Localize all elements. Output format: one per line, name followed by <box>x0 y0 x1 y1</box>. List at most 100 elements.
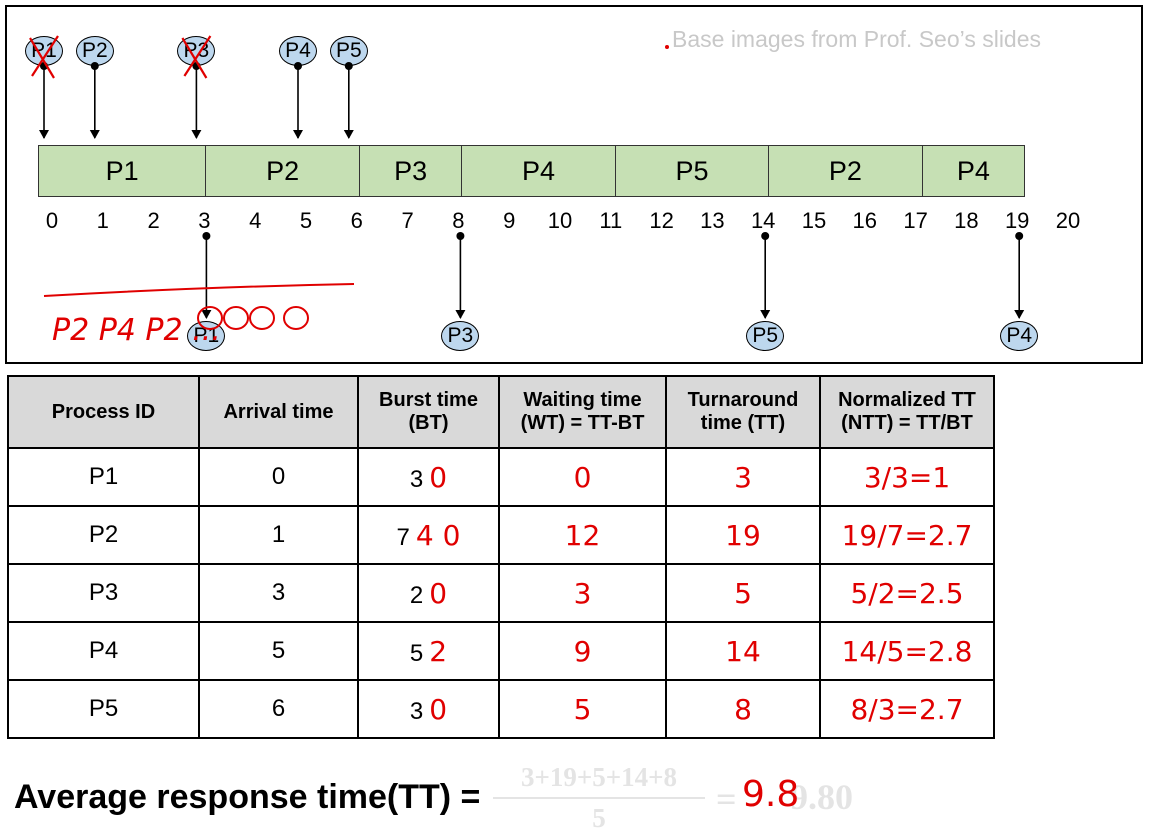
cell-turnaround-value: 14 <box>725 634 761 668</box>
time-tick: 4 <box>249 208 262 233</box>
gantt-segment-p2: P2 <box>768 145 922 197</box>
burst-value: 7 <box>396 523 410 551</box>
cell-turnaround-value: 19 <box>725 518 761 552</box>
time-tick: 6 <box>350 208 363 233</box>
time-tick: 17 <box>903 208 928 233</box>
fraction-denominator: 5 <box>592 803 606 833</box>
cell-arrival: 0 <box>198 447 359 507</box>
departure-marker-p4: P4 <box>1000 321 1039 351</box>
arrow-head <box>39 130 49 139</box>
burst-remaining-note: 0 <box>429 576 448 610</box>
gantt-segment-p3: P3 <box>358 145 462 197</box>
cell-normalized-value: 3/3=1 <box>863 460 951 494</box>
scribble-loop <box>197 306 223 330</box>
time-tick: 0 <box>45 208 59 233</box>
time-tick: 14 <box>750 208 776 233</box>
average-fraction: 3+19+5+14+8 5 <box>493 762 705 834</box>
gantt-frame <box>5 5 1143 364</box>
cell-process-id: P4 <box>7 621 200 681</box>
cross-mark <box>29 37 55 79</box>
arrow-head <box>293 130 303 139</box>
time-tick: 10 <box>547 208 573 233</box>
queue-underline <box>43 283 355 297</box>
cell-process-id-value: P1 <box>88 463 119 490</box>
cell-waiting-value: 3 <box>573 576 592 610</box>
gantt-segment-p5: P5 <box>614 145 769 197</box>
table-row: P3 3 2 0 3 5 5/2=2.5 <box>7 563 995 623</box>
cell-waiting: 9 <box>498 621 667 681</box>
cell-turnaround: 3 <box>665 447 821 507</box>
cell-waiting-value: 0 <box>573 460 592 494</box>
cell-arrival-value: 5 <box>271 637 286 664</box>
cell-normalized-value: 5/2=2.5 <box>850 576 964 610</box>
cell-waiting: 5 <box>498 679 667 739</box>
cell-process-id: P5 <box>7 679 200 739</box>
cell-waiting-value: 5 <box>573 692 592 726</box>
cell-normalized: 8/3=2.7 <box>819 679 995 739</box>
cell-normalized: 3/3=1 <box>819 447 995 507</box>
header-turnaround-time: Turnaround time (TT) <box>665 375 821 449</box>
scribble-loop <box>223 306 249 330</box>
burst-value: 3 <box>409 697 424 725</box>
header-arrival-time: Arrival time <box>198 375 359 449</box>
gantt-segment-p2: P2 <box>205 145 359 197</box>
burst-remaining-note: 4 0 <box>415 518 461 552</box>
arrow-origin-dot <box>202 232 211 240</box>
time-tick: 12 <box>649 208 674 233</box>
table-row: P2 1 7 4 0 12 19 19/7=2.7 <box>7 505 995 565</box>
header-burst-time: Burst time (BT) <box>357 375 500 449</box>
cell-turnaround-value: 3 <box>734 460 752 494</box>
gantt-segment-p4: P4 <box>461 145 615 197</box>
cell-normalized-value: 19/7=2.7 <box>841 518 973 552</box>
queue-scribble: P2 P4 P2 ... <box>52 313 221 348</box>
time-tick: 11 <box>599 208 623 233</box>
arrival-marker-p4: P4 <box>279 36 317 66</box>
cell-waiting-value: 9 <box>573 634 592 668</box>
arrow-head <box>191 130 202 139</box>
gantt-segment-p4: P4 <box>921 145 1026 197</box>
handwritten-result: 9.8 <box>742 774 800 815</box>
cell-waiting: 0 <box>498 447 667 507</box>
time-tick: 2 <box>147 208 160 233</box>
cell-waiting-value: 12 <box>564 518 601 552</box>
cell-arrival: 6 <box>198 679 359 739</box>
cell-process-id: P2 <box>7 505 200 565</box>
time-tick: 20 <box>1055 208 1081 233</box>
cross-mark <box>31 35 59 77</box>
cell-arrival-value: 3 <box>271 579 286 606</box>
gantt-segment-p1: P1 <box>38 145 206 197</box>
cell-turnaround: 8 <box>665 679 821 739</box>
equals-sign: = <box>716 779 737 819</box>
time-tick: 9 <box>503 208 516 233</box>
gantt-bar: P1 P2 P3 P4 P5 P2 P4 <box>38 145 1026 197</box>
time-tick: 16 <box>852 208 878 233</box>
credit-text: Base images from Prof. Seo’s slides <box>672 26 1042 52</box>
fraction-bar <box>493 797 705 799</box>
time-tick: 7 <box>401 208 414 233</box>
departure-marker-p5: P5 <box>746 321 785 351</box>
arrow-head <box>1014 310 1025 319</box>
burst-remaining-note: 2 <box>429 634 448 668</box>
cell-arrival-value: 6 <box>271 695 286 722</box>
cell-turnaround: 19 <box>665 505 821 565</box>
arrow-origin-dot <box>761 232 770 240</box>
table-header-row: Process ID Arrival time Burst time (BT) … <box>7 375 995 449</box>
cell-normalized: 14/5=2.8 <box>819 621 995 681</box>
cell-process-id-value: P5 <box>88 695 119 722</box>
time-tick: 19 <box>1004 208 1030 233</box>
arrow-origin-dot <box>1015 232 1024 240</box>
cell-normalized: 5/2=2.5 <box>819 563 995 623</box>
scribble-loop <box>283 306 309 330</box>
cell-arrival: 1 <box>198 505 359 565</box>
cell-normalized-value: 8/3=2.7 <box>850 692 964 726</box>
header-normalized-tt: Normalized TT (NTT) = TT/BT <box>819 375 995 449</box>
time-tick: 18 <box>954 208 979 233</box>
cell-process-id-value: P2 <box>88 521 119 548</box>
cell-turnaround-value: 8 <box>734 692 752 726</box>
table-row: P5 6 3 0 5 8 8/3=2.7 <box>7 679 995 739</box>
cross-mark <box>181 37 208 79</box>
table-row: P1 0 3 0 0 3 3/3=1 <box>7 447 995 507</box>
